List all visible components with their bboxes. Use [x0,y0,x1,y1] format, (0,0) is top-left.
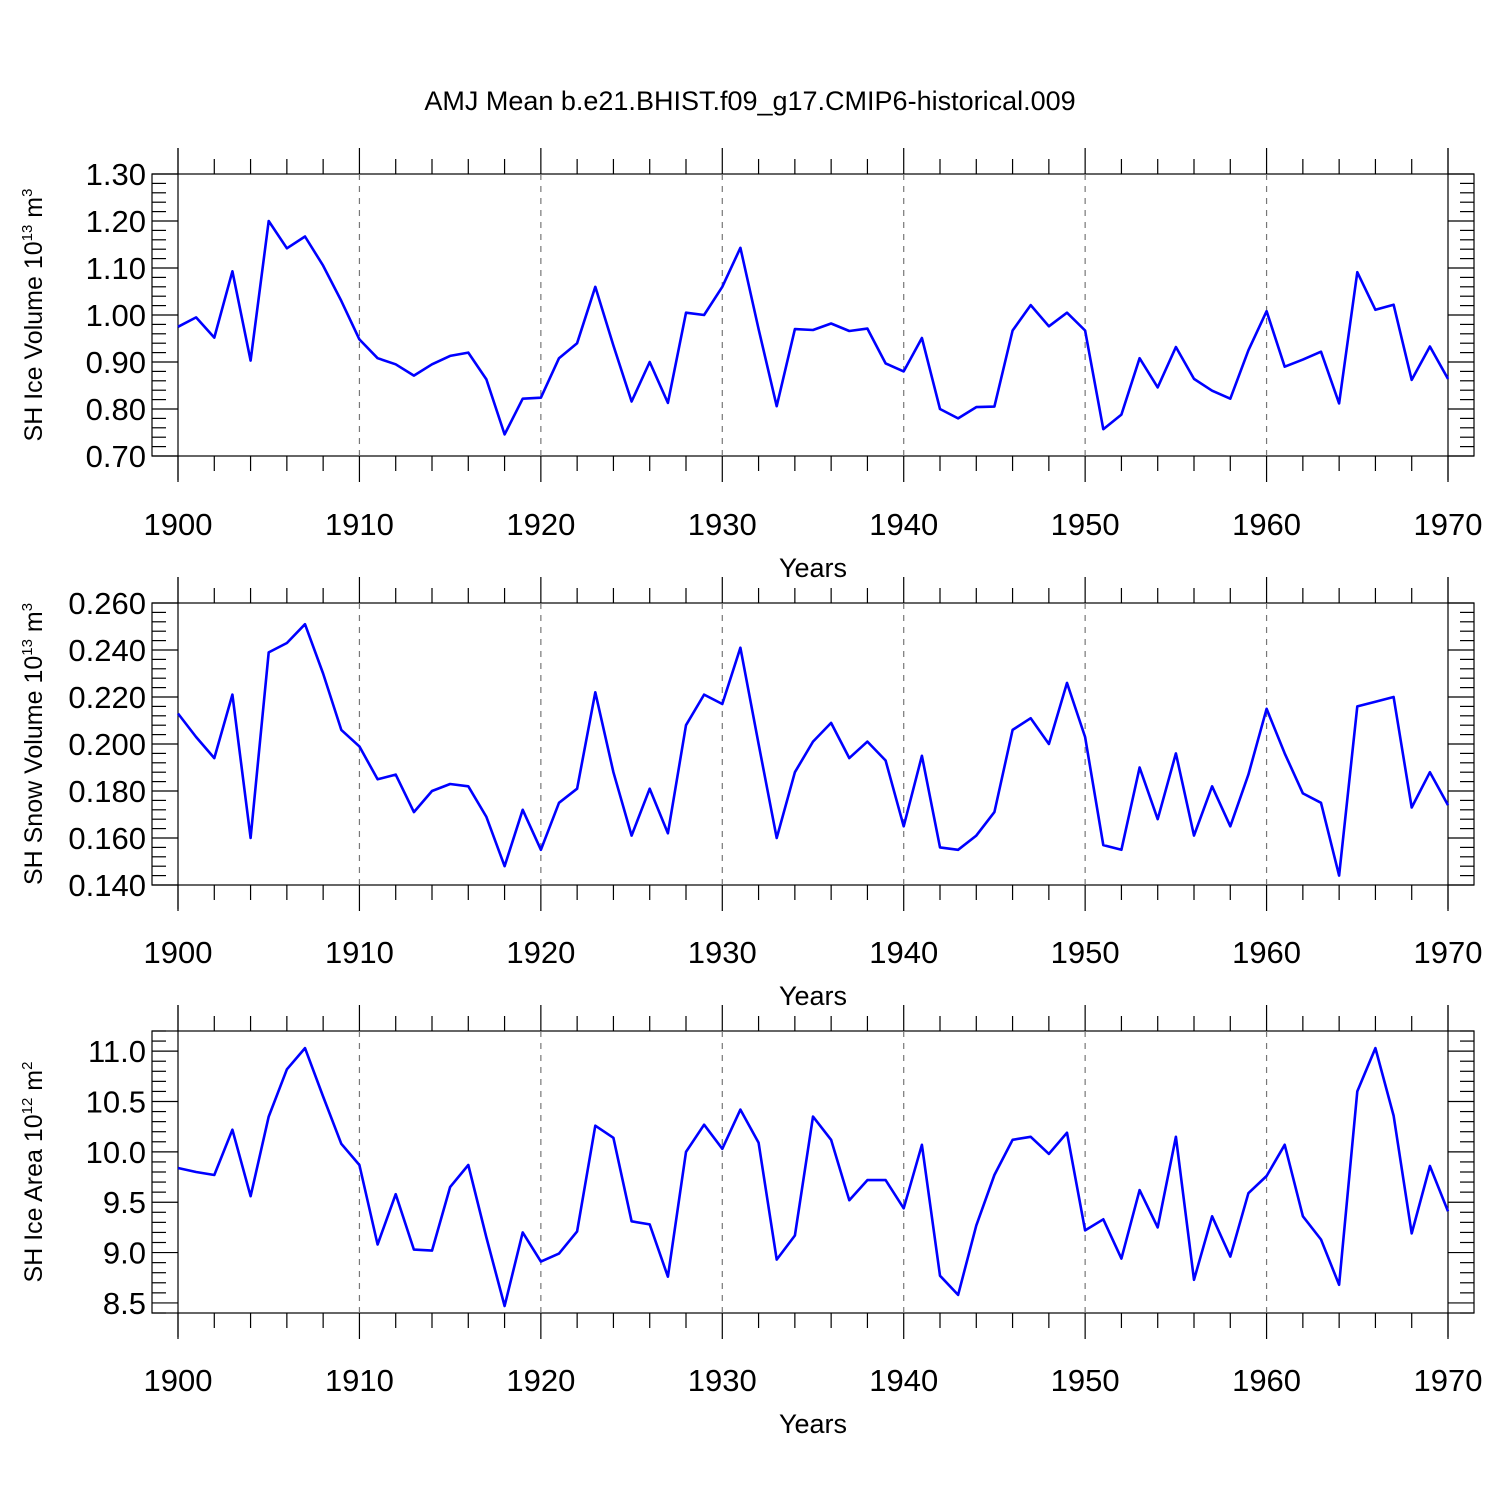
series-line [177,1046,1450,1308]
y-tick-label: 0.180 [68,774,146,809]
plot-frame [151,173,1475,457]
series-line [177,219,1450,436]
panel-3: 8.5 9.0 9.5 10.0 10.5 11.0 1900 1910 1920 1930 194… [19,1005,1482,1439]
x-tick-label: 1940 [869,507,938,542]
y-axis-label-exp: 12 [19,1098,36,1115]
y-axis-label-main: SH Snow Volume 10 [20,656,48,885]
y-axis-label-unit: m [20,611,48,639]
x-tick-label: 1920 [506,507,575,542]
y-axis-label-main: SH Ice Area 10 [20,1114,48,1282]
x-axis-label: Years [779,553,847,583]
panel-2: 0.140 0.160 0.180 0.200 0.220 0.240 0.260 1900 1… [19,577,1482,1011]
y-tick-label: 0.200 [68,727,146,762]
x-tick-label: 1920 [506,1363,575,1398]
y-axis-label-unit-exp: 3 [19,189,36,197]
y-tick-label: 0.90 [86,345,146,380]
y-tick-label: 0.220 [68,680,146,715]
y-axis-label-exp: 13 [19,639,36,656]
x-tick-label: 1960 [1232,507,1301,542]
y-tick-label: 0.70 [86,439,146,474]
x-tick-label: 1970 [1414,1363,1483,1398]
x-tick-label: 1960 [1232,935,1301,970]
y-tick-label: 0.140 [68,868,146,903]
y-tick-label: 11.0 [88,1034,146,1069]
plot-frame [151,1030,1475,1314]
x-tick-label: 1970 [1414,507,1483,542]
y-tick-label: 0.240 [68,633,146,668]
y-axis-label-unit-exp: 3 [19,603,36,611]
x-tick-label: 1920 [506,935,575,970]
x-tick-label: 1950 [1051,507,1120,542]
y-tick-label: 0.80 [86,392,146,427]
y-axis-label-unit-exp: 2 [19,1062,36,1070]
series-line [176,622,1450,877]
x-tick-label: 1940 [869,1363,938,1398]
x-tick-label: 1930 [688,935,757,970]
figure-title: AMJ Mean b.e21.BHIST.f09_g17.CMIP6-histo… [424,86,1075,116]
panel-1: 0.70 0.80 0.90 1.00 1.10 1.20 1.30 1900 1910 1920… [19,148,1482,583]
y-axis-label-unit: m [20,197,48,225]
y-tick-label: 1.20 [86,204,146,239]
y-axis-label-unit: m [20,1070,48,1098]
y-tick-label: 1.30 [86,157,146,192]
x-tick-label: 1970 [1414,935,1483,970]
y-axis-label: SH Snow Volume 1013 m3 [19,603,48,885]
y-tick-label: 10.5 [86,1085,146,1120]
x-tick-label: 1910 [325,1363,394,1398]
x-tick-label: 1900 [144,1363,213,1398]
x-tick-label: 1960 [1232,1363,1301,1398]
y-axis-label-exp: 13 [19,225,36,242]
x-tick-label: 1950 [1051,935,1120,970]
x-tick-label: 1940 [869,935,938,970]
y-tick-label: 1.10 [86,251,146,286]
y-tick-label: 0.260 [68,586,146,621]
x-tick-label: 1930 [688,507,757,542]
x-tick-label: 1900 [144,507,213,542]
y-axis-label-main: SH Ice Volume 10 [20,241,48,441]
y-tick-label: 9.0 [103,1236,146,1271]
y-axis-label: SH Ice Volume 1013 m3 [19,189,48,442]
x-tick-label: 1900 [144,935,213,970]
y-tick-label: 0.160 [68,821,146,856]
x-tick-label: 1910 [325,935,394,970]
x-tick-label: 1950 [1051,1363,1120,1398]
y-tick-label: 10.0 [86,1135,146,1170]
y-axis-label: SH Ice Area 1012 m2 [19,1062,48,1283]
x-tick-label: 1930 [688,1363,757,1398]
y-tick-label: 8.5 [103,1286,146,1321]
panels: 0.70 0.80 0.90 1.00 1.10 1.20 1.30 1900 1910 1920… [19,148,1482,1439]
x-axis-label: Years [779,981,847,1011]
y-tick-label: 9.5 [103,1185,146,1220]
y-tick-label: 1.00 [86,298,146,333]
x-tick-label: 1910 [325,507,394,542]
x-axis-label: Years [779,1409,847,1439]
